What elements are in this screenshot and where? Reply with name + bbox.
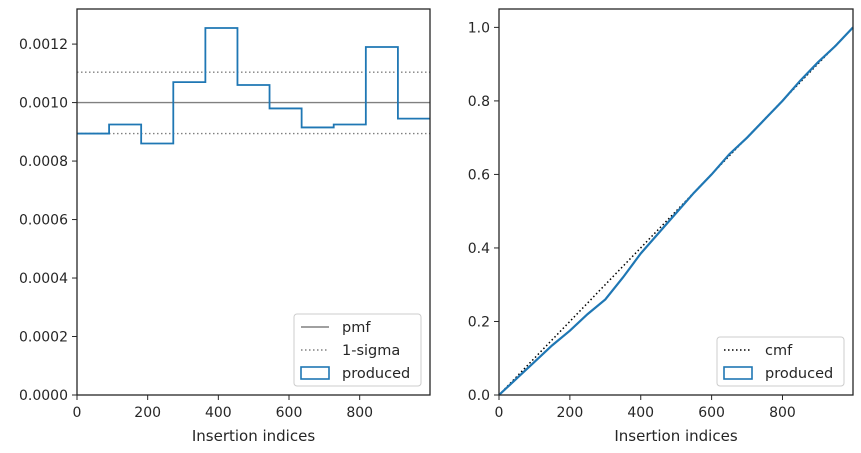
x-axis-histogram: 0 200 400 600 800: [73, 395, 373, 421]
legend-label: 1-sigma: [342, 343, 400, 359]
legend-label: produced: [765, 366, 833, 382]
y-tick-label: 0.0002: [19, 330, 68, 346]
x-tick-label: 200: [557, 405, 584, 421]
plot-frame-cumulative: [498, 8, 854, 396]
y-tick-label: 0.4: [468, 241, 490, 257]
y-tick-label: 0.6: [468, 167, 490, 183]
x-axis-cumulative: 0 200 400 600 800: [495, 395, 796, 421]
plot-area-cumulative: [498, 26, 854, 396]
plot-area-histogram: [77, 27, 430, 145]
x-axis-label-cumulative: Insertion indices: [614, 427, 737, 445]
y-tick-label: 0.0000: [19, 388, 68, 404]
y-tick-label: 0.8: [468, 94, 490, 110]
y-axis-histogram: 0.0000 0.0002 0.0004 0.0006 0.0008 0.0010 0.00…: [19, 37, 77, 404]
legend-swatch: [300, 366, 330, 380]
x-tick-label: 200: [134, 405, 161, 421]
panel-histogram: 0 200 400 600 800 0.00000.00020.00040.00060.…: [19, 8, 431, 445]
legend-box: [293, 313, 422, 387]
y-tick-label: 0.0006: [19, 213, 68, 229]
x-tick-label: 400: [205, 405, 232, 421]
series-produced-line: [498, 26, 854, 396]
y-axis-cumulative: 0.0 0.2 0.4 0.6 0.8 1.0: [468, 20, 499, 404]
x-tick-label: 600: [698, 405, 725, 421]
y-tick-label: 0.0012: [19, 37, 68, 53]
panel-cumulative: 0 200 400 600 800 0.0 0.2 0.4 0.6 0.8 1.0 Inserti…: [468, 8, 854, 445]
legend-label: pmf: [342, 320, 371, 336]
legend-label: produced: [342, 366, 410, 382]
x-axis-label-histogram: Insertion indices: [192, 427, 315, 445]
legend-box: [716, 336, 845, 387]
legend-label: cmf: [765, 343, 793, 359]
y-tick-label: 0.2: [468, 314, 490, 330]
x-tick-label: 800: [346, 405, 373, 421]
y-tick-label: 1.0: [468, 20, 490, 36]
plot-frame-histogram: [76, 8, 431, 396]
series-produced-step: [77, 27, 430, 145]
y-tick-label: 0.0004: [19, 271, 68, 287]
legend-swatch: [723, 366, 753, 380]
y-tick-label: 0.0: [468, 388, 490, 404]
x-tick-label: 600: [276, 405, 303, 421]
x-tick-label: 800: [769, 405, 796, 421]
legend-histogram: pmf 1-sigma produced: [293, 313, 422, 387]
x-tick-label: 0: [495, 405, 504, 421]
x-tick-label: 400: [627, 405, 654, 421]
x-tick-label: 0: [73, 405, 82, 421]
legend-cumulative: cmf produced: [716, 336, 845, 387]
y-tick-label: 0.0008: [19, 154, 68, 170]
y-tick-label: 0.0010: [19, 96, 68, 112]
